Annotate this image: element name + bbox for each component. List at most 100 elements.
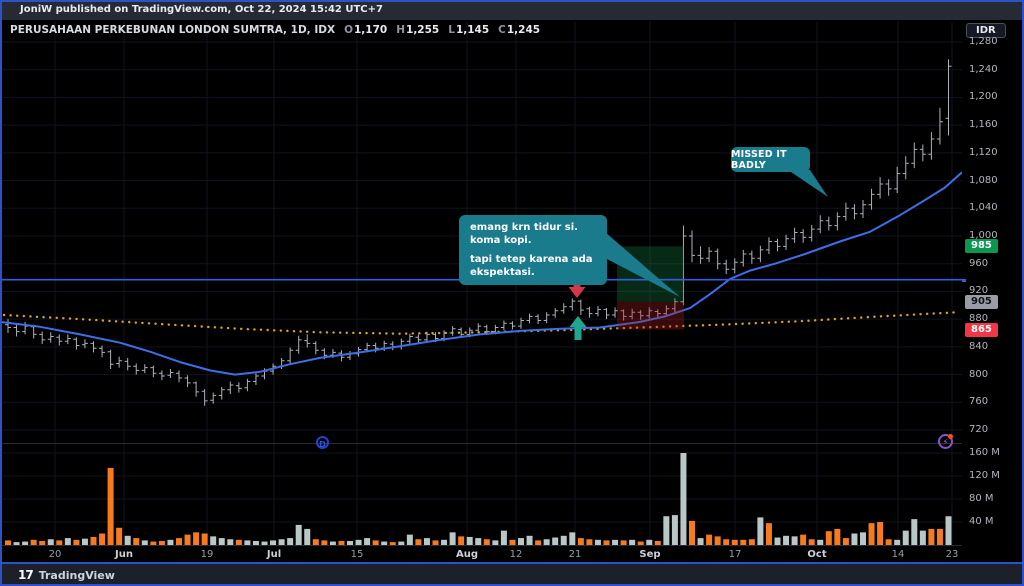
volume-bar <box>851 533 858 545</box>
volume-bar <box>817 539 824 545</box>
time-axis-label: 21 <box>569 549 582 560</box>
volume-bar <box>928 528 935 545</box>
price-axis-label: 1,120 <box>969 147 998 158</box>
volume-bar <box>731 539 738 545</box>
time-axis-label: Sep <box>639 549 660 560</box>
volume-bar <box>13 542 20 545</box>
volume-bar <box>808 539 815 545</box>
ohlc-pair: L1,145 <box>448 24 490 36</box>
pane-separator[interactable] <box>0 443 1024 444</box>
volume-axis-label: 120 M <box>969 470 1000 481</box>
volume-bar <box>492 540 499 545</box>
volume-bar <box>287 538 294 545</box>
volume-bar <box>945 516 952 545</box>
volume-bar <box>64 538 71 545</box>
currency-button[interactable]: IDR <box>966 23 1006 38</box>
volume-bar <box>116 527 123 545</box>
volume-bar <box>227 539 234 545</box>
volume-bar <box>860 532 866 545</box>
volume-bar <box>825 531 832 545</box>
volume-bar <box>877 522 884 545</box>
volume-bar <box>5 540 11 545</box>
price-axis-label: 1,040 <box>969 202 998 213</box>
price-axis-label: 760 <box>969 396 989 407</box>
volume-bar <box>842 538 849 545</box>
time-axis-label: 17 <box>729 549 742 560</box>
callout1-tail <box>788 170 828 197</box>
time-axis-label: Aug <box>456 549 478 560</box>
volume-bar <box>646 539 653 545</box>
dividend-marker-icon[interactable]: D <box>316 436 329 449</box>
volume-bar <box>706 534 713 545</box>
volume-bar <box>270 540 277 545</box>
volume-bar <box>518 538 524 545</box>
volume-bar <box>449 532 456 545</box>
volume-bar <box>304 528 311 545</box>
volume-bar <box>99 533 106 545</box>
time-axis-label: Jun <box>114 549 133 560</box>
price-axis[interactable]: IDR 1,280 1,240 1,200 1,160 1,120 1,080 1,040 1… <box>962 20 1024 562</box>
volume-bar <box>894 539 901 545</box>
volume-bar <box>218 538 225 545</box>
price-axis-label: 1,080 <box>969 175 998 186</box>
volume-bar <box>500 530 507 545</box>
position-loss-zone <box>617 301 684 330</box>
volume-bar <box>552 537 559 545</box>
volume-bar <box>629 539 636 545</box>
volume-bar <box>458 536 465 545</box>
volume-bar <box>697 538 704 545</box>
volume-bar <box>321 540 328 545</box>
price-level-badge[interactable]: 865 <box>965 323 998 337</box>
price-level-badge[interactable]: 905 <box>965 295 998 309</box>
footer-bar: 17 TradingView <box>0 562 1024 586</box>
volume-bar <box>261 541 268 545</box>
volume-bar <box>740 539 747 545</box>
volume-bar <box>39 540 46 545</box>
volume-bar <box>406 534 413 545</box>
volume-bar <box>364 538 371 545</box>
volume-axis-label: 80 M <box>969 493 994 504</box>
price-chart-canvas[interactable]: 20 Jun 19 Jul 15 Aug 12 21 Sep 17 Oct 14 23 <box>0 20 962 564</box>
volume-bar <box>543 539 550 545</box>
volume-bar <box>73 539 80 545</box>
volume-bar <box>577 538 584 545</box>
volume-bar <box>791 536 798 545</box>
symbol-title[interactable]: PERUSAHAAN PERKEBUNAN LONDON SUMTRA, 1D,… <box>10 24 336 36</box>
hline-axis-tick <box>962 279 966 282</box>
volume-bar <box>834 528 841 545</box>
volume-bar <box>723 539 730 545</box>
ohlc-pair: O1,170 <box>344 24 388 36</box>
volume-bar <box>312 539 319 545</box>
ohlc-bars <box>5 59 952 406</box>
flash-events-icon[interactable]: ⚡ <box>938 434 953 449</box>
volume-bar <box>441 539 448 545</box>
callout-missed-it-badly[interactable]: MISSED IT BADLY <box>731 147 810 172</box>
volume-bar <box>637 541 644 545</box>
price-level-badge[interactable]: 985 <box>965 239 998 253</box>
ohlc-pair: C1,245 <box>498 24 541 36</box>
price-axis-label: 840 <box>969 341 989 352</box>
price-axis-label: 720 <box>969 424 989 435</box>
volume-axis-label: 160 M <box>969 447 1000 458</box>
volume-bar <box>201 533 208 545</box>
volume-bar <box>244 540 251 545</box>
volume-bar <box>671 515 678 545</box>
volume-bar <box>757 517 764 545</box>
volume-bar <box>594 539 601 545</box>
volume-bar <box>176 538 182 545</box>
callout-ekspektasi[interactable]: emang krn tidur si. koma kopi. tapi tete… <box>459 215 607 285</box>
tradingview-brand[interactable]: TradingView <box>38 568 115 582</box>
volume-bar <box>423 538 430 545</box>
volume-bar <box>620 540 627 545</box>
time-axis-label: 20 <box>49 549 62 560</box>
time-axis-label: Jul <box>266 549 281 560</box>
price-axis-label: 880 <box>969 313 989 324</box>
arrow-up-icon <box>569 316 587 327</box>
volume-bar <box>150 541 157 545</box>
time-axis-label: 12 <box>510 549 523 560</box>
tradingview-logo-icon[interactable]: 17 <box>18 568 34 582</box>
volume-bar <box>210 536 217 545</box>
volume-bar <box>107 467 114 545</box>
volume-bar <box>295 524 302 545</box>
notification-dot <box>948 434 953 439</box>
